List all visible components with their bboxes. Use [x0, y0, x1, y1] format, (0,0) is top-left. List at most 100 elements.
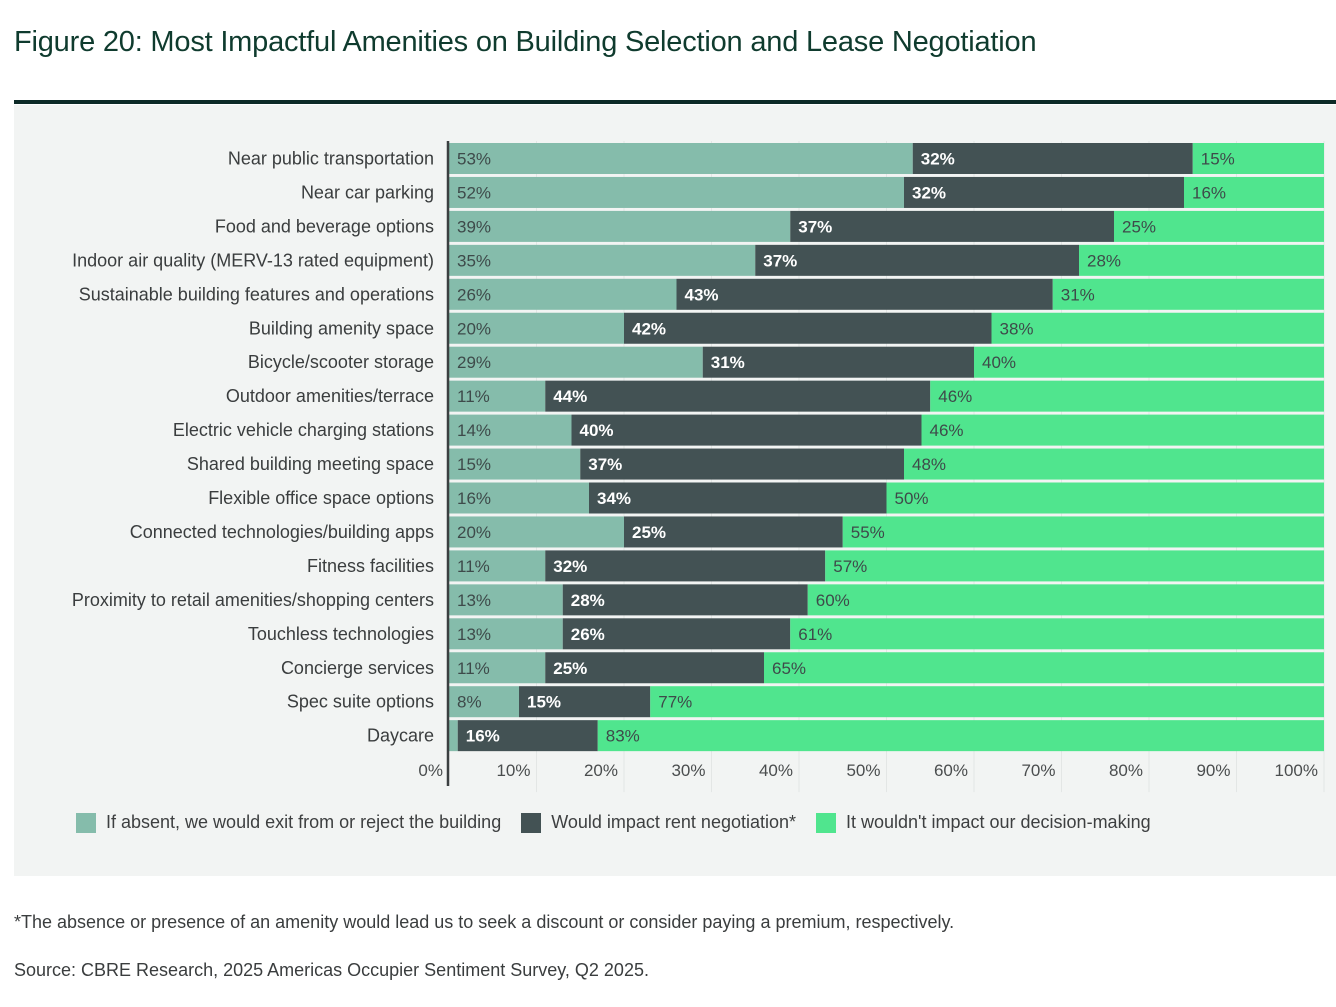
legend-swatch-rent: [521, 812, 542, 833]
bar-segment-exit: [449, 278, 677, 310]
data-label: 28%: [1087, 251, 1121, 270]
data-label: 11%: [457, 659, 490, 678]
data-label: 20%: [457, 319, 491, 338]
data-label: 13%: [457, 625, 491, 644]
category-label: Indoor air quality (MERV-13 rated equipm…: [72, 250, 434, 270]
data-label: 29%: [457, 353, 491, 372]
category-label: Bicycle/scooter storage: [248, 352, 434, 372]
bar-segment-rent: [904, 176, 1184, 208]
data-label: 34%: [597, 489, 631, 508]
bar-segment-exit: [449, 584, 563, 616]
data-label: 55%: [851, 523, 885, 542]
bar-segment-exit: [449, 516, 624, 548]
data-label: 43%: [685, 285, 719, 304]
x-tick-label: 0%: [418, 761, 443, 780]
bar-segment-rent: [545, 550, 826, 582]
bar-segment-exit: [449, 652, 546, 684]
category-labels: Near public transportation Near car parki…: [72, 149, 434, 746]
bar-segment-rent: [562, 618, 791, 650]
data-label: 26%: [457, 285, 491, 304]
category-label: Shared building meeting space: [187, 454, 434, 474]
bars: 53% 32% 15% 52% 32% 16% 39% 37% 25% 35% 37% 28% 26% 4…: [449, 143, 1324, 752]
category-label: Building amenity space: [249, 318, 434, 338]
bar-segment-rent: [624, 516, 843, 548]
data-label: 52%: [457, 183, 491, 202]
bar-segment-exit: [449, 414, 572, 446]
category-label: Near car parking: [301, 182, 434, 202]
bar-segment-rent: [545, 380, 931, 412]
data-label: 35%: [457, 251, 491, 270]
category-label: Proximity to retail amenities/shopping c…: [72, 590, 434, 610]
bar-segment-rent: [519, 686, 651, 718]
bar-segment-exit: [449, 176, 904, 208]
legend-swatch-exit: [76, 812, 96, 833]
bar-segment-no_impact: [1052, 278, 1324, 310]
data-label: 65%: [772, 659, 806, 678]
data-label: 25%: [632, 523, 666, 542]
bar-segment-rent: [562, 584, 808, 616]
bar-segment-no_impact: [1114, 210, 1324, 242]
bar-segment-no_impact: [842, 516, 1324, 548]
category-label: Fitness facilities: [307, 556, 434, 576]
source-note: Source: CBRE Research, 2025 Americas Occ…: [14, 960, 649, 980]
data-label: 13%: [457, 591, 491, 610]
bar-segment-no_impact: [807, 584, 1324, 616]
x-tick-label: 50%: [846, 761, 880, 780]
data-label: 37%: [763, 251, 797, 270]
x-tick-label: 20%: [584, 761, 618, 780]
bar-segment-rent: [580, 448, 904, 480]
bar-segment-rent: [755, 244, 1079, 276]
bar-segment-no_impact: [991, 312, 1324, 344]
legend-item-exit: If absent, we would exit from or reject …: [76, 812, 501, 833]
data-label: 48%: [912, 455, 946, 474]
bar-segment-no_impact: [921, 414, 1324, 446]
category-label: Near public transportation: [228, 149, 434, 169]
x-tick-label: 30%: [671, 761, 705, 780]
bar-segment-no_impact: [1079, 244, 1324, 276]
bar-segment-no_impact: [1184, 176, 1324, 208]
data-label: 40%: [580, 421, 614, 440]
bar-segment-rent: [545, 652, 764, 684]
data-label: 20%: [457, 523, 491, 542]
data-label: 16%: [1192, 183, 1226, 202]
bar-segment-exit: [449, 618, 563, 650]
category-label: Outdoor amenities/terrace: [226, 386, 434, 406]
data-label: 37%: [798, 217, 832, 236]
category-label: Food and beverage options: [215, 216, 434, 236]
data-label: 50%: [895, 489, 929, 508]
bar-segment-no_impact: [886, 482, 1324, 514]
x-tick-label: 90%: [1196, 761, 1230, 780]
legend-label-exit: If absent, we would exit from or reject …: [106, 812, 502, 832]
data-label: 46%: [938, 387, 972, 406]
data-label: 38%: [1000, 319, 1034, 338]
data-label: 14%: [457, 421, 491, 440]
footnote: *The absence or presence of an amenity w…: [14, 912, 955, 932]
bar-segment-rent: [702, 346, 974, 378]
bar-segment-exit: [449, 448, 581, 480]
category-label: Sustainable building features and operat…: [79, 284, 434, 304]
data-label: 44%: [553, 387, 587, 406]
bar-segment-no_impact: [650, 686, 1324, 718]
bar-segment-exit: [449, 143, 913, 174]
bar-segment-exit: [449, 346, 703, 378]
bar-segment-exit: [449, 720, 458, 752]
legend-item-rent: Would impact rent negotiation*: [521, 812, 796, 833]
data-label: 77%: [658, 693, 692, 712]
data-label: 25%: [553, 659, 587, 678]
bar-segment-exit: [449, 550, 546, 582]
bar-segment-exit: [449, 686, 519, 718]
x-tick-label: 80%: [1109, 761, 1143, 780]
category-label: Concierge services: [281, 658, 434, 678]
bar-segment-no_impact: [825, 550, 1324, 582]
x-tick-label: 70%: [1021, 761, 1055, 780]
bar-segment-no_impact: [930, 380, 1324, 412]
bar-segment-rent: [676, 278, 1053, 310]
data-label: 61%: [798, 625, 832, 644]
bar-segment-exit: [449, 244, 756, 276]
bar-segment-exit: [449, 482, 589, 514]
data-label: 15%: [527, 693, 561, 712]
bar-segment-exit: [449, 210, 791, 242]
bar-segment-no_impact: [1192, 143, 1324, 174]
data-label: 37%: [588, 455, 622, 474]
x-tick-label: 10%: [496, 761, 530, 780]
